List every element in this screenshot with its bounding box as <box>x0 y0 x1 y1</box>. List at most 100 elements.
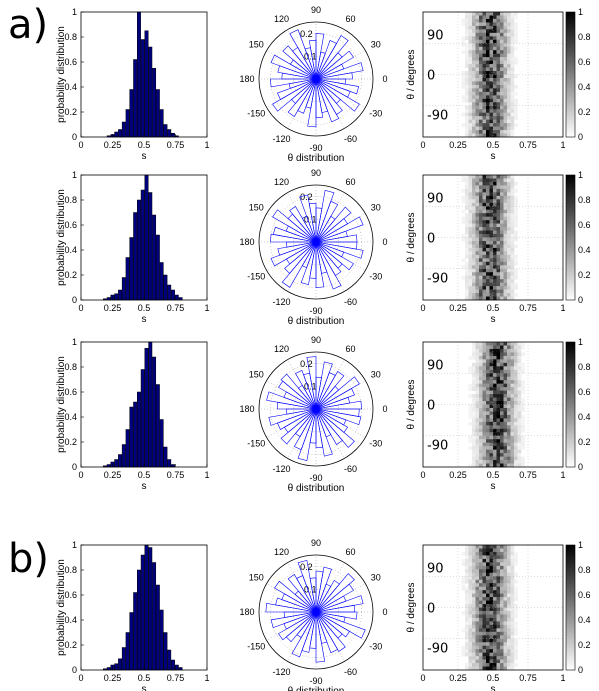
y-axis-label: θ / degrees <box>406 49 417 99</box>
heat-cell <box>479 244 483 249</box>
heat-cell <box>489 569 494 574</box>
heat-cell <box>496 418 501 423</box>
heat-cell <box>475 116 480 120</box>
heat-cell <box>482 286 487 290</box>
heat-cell <box>514 98 518 103</box>
heat-cell <box>503 244 508 249</box>
heat-cell <box>493 261 497 266</box>
heat-cell <box>496 428 501 433</box>
heat-cell <box>503 133 508 138</box>
heat-cell <box>479 649 483 653</box>
y-tick-label: 0 <box>427 232 435 247</box>
angle-label: 180 <box>239 237 254 247</box>
polar-bin <box>315 611 346 652</box>
heat-cell <box>493 579 497 584</box>
heat-cell <box>482 421 487 426</box>
heat-cell <box>468 46 473 51</box>
heat-cell <box>489 64 494 68</box>
heat-cell <box>507 652 511 657</box>
heat-cell <box>517 401 522 405</box>
heat-cell <box>479 369 483 374</box>
heat-cell <box>503 105 508 110</box>
heat-cell <box>493 590 497 594</box>
heat-cell <box>482 397 487 402</box>
heat-cell <box>496 579 501 584</box>
heat-cell <box>472 95 476 100</box>
heat-cell <box>489 39 494 44</box>
heat-cell <box>496 102 501 107</box>
heat-cell <box>479 268 483 273</box>
heat-cell <box>500 607 504 612</box>
heat-cell <box>472 355 476 360</box>
heat-cell <box>503 237 508 242</box>
heat-cell <box>472 590 476 594</box>
heat-cell <box>486 652 490 657</box>
heat-cell <box>468 199 473 204</box>
heat-cell <box>486 449 490 454</box>
heat-cell <box>500 555 504 560</box>
heat-cell <box>475 84 480 89</box>
heat-cell <box>496 71 501 75</box>
heat-cell <box>472 565 476 570</box>
polar-bin <box>289 59 317 80</box>
heat-cell <box>496 397 501 402</box>
heat-cell <box>500 645 504 650</box>
heat-cell <box>517 460 522 464</box>
heat-cell <box>465 652 469 657</box>
heat-cell <box>507 192 511 197</box>
heat-cell <box>475 181 480 186</box>
x-tick-label: 1 <box>204 140 209 150</box>
heat-cell <box>500 265 504 270</box>
heat-cell <box>482 109 487 113</box>
heat-cell <box>496 583 501 587</box>
heat-cell <box>507 604 511 608</box>
heat-cell <box>507 91 511 96</box>
angle-label: -150 <box>247 272 265 282</box>
heat-cell <box>500 463 504 468</box>
bar <box>137 199 141 301</box>
heat-cell <box>475 414 480 419</box>
heat-cell <box>465 206 469 211</box>
heat-cell <box>503 25 508 30</box>
heat-cell <box>510 91 515 96</box>
heat-cell <box>472 53 476 58</box>
heat-cell <box>479 390 483 395</box>
heat-cell <box>472 383 476 388</box>
heat-cell <box>468 192 473 197</box>
heat-cell <box>500 213 504 217</box>
heat-cell <box>468 604 473 608</box>
heat-cell <box>500 247 504 252</box>
heat-cell <box>482 604 487 608</box>
heat-cell <box>465 36 469 41</box>
heat-cell <box>493 25 497 30</box>
heat-cell <box>489 244 494 249</box>
heat-cell <box>489 74 494 79</box>
polar-center <box>313 609 319 615</box>
heat-cell <box>479 366 483 371</box>
heat-cell <box>482 272 487 276</box>
heat-cell <box>489 645 494 650</box>
heat-cell <box>503 227 508 231</box>
polar-bin <box>315 408 349 433</box>
heat-cell <box>479 112 483 117</box>
heat-cell <box>472 572 476 577</box>
heat-cell <box>493 272 497 276</box>
heat-cell <box>486 53 490 58</box>
heat-cell <box>472 188 476 193</box>
heat-cell <box>514 91 518 96</box>
heat-cell <box>521 369 525 374</box>
heat-cell <box>507 373 511 378</box>
heat-cell <box>493 175 497 179</box>
heat-cell <box>482 130 487 134</box>
heat-cell <box>496 442 501 447</box>
heat-cell <box>493 624 497 629</box>
y-tick-label: 0 <box>72 132 77 142</box>
heat-cell <box>503 12 508 16</box>
heat-cell <box>500 254 504 259</box>
heat-cell <box>500 227 504 231</box>
heat-cell <box>479 645 483 650</box>
heat-cell <box>510 279 515 283</box>
heat-cell <box>486 95 490 100</box>
radial-tick-label: 0.2 <box>300 192 313 202</box>
heat-cell <box>510 590 515 594</box>
